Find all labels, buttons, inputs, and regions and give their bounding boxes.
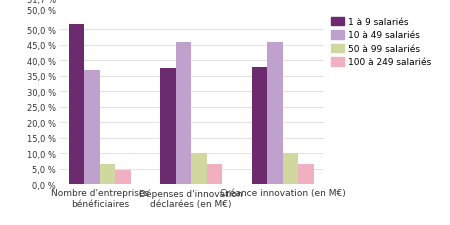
Bar (191, 154, 207, 184)
Bar (115, 170, 131, 184)
Bar (298, 164, 314, 184)
Text: 51,7 %
50,0 %: 51,7 % 50,0 % (27, 0, 56, 16)
Bar (100, 164, 115, 184)
Bar (176, 43, 191, 184)
Bar (267, 43, 283, 184)
Bar (207, 164, 222, 184)
Bar (252, 67, 267, 184)
Bar (68, 25, 84, 184)
Bar (84, 70, 100, 184)
Bar (283, 154, 298, 184)
Legend: 1 à 9 salariés, 10 à 49 salariés, 50 à 99 salariés, 100 à 249 salariés: 1 à 9 salariés, 10 à 49 salariés, 50 à 9… (331, 18, 432, 67)
Bar (160, 69, 176, 184)
